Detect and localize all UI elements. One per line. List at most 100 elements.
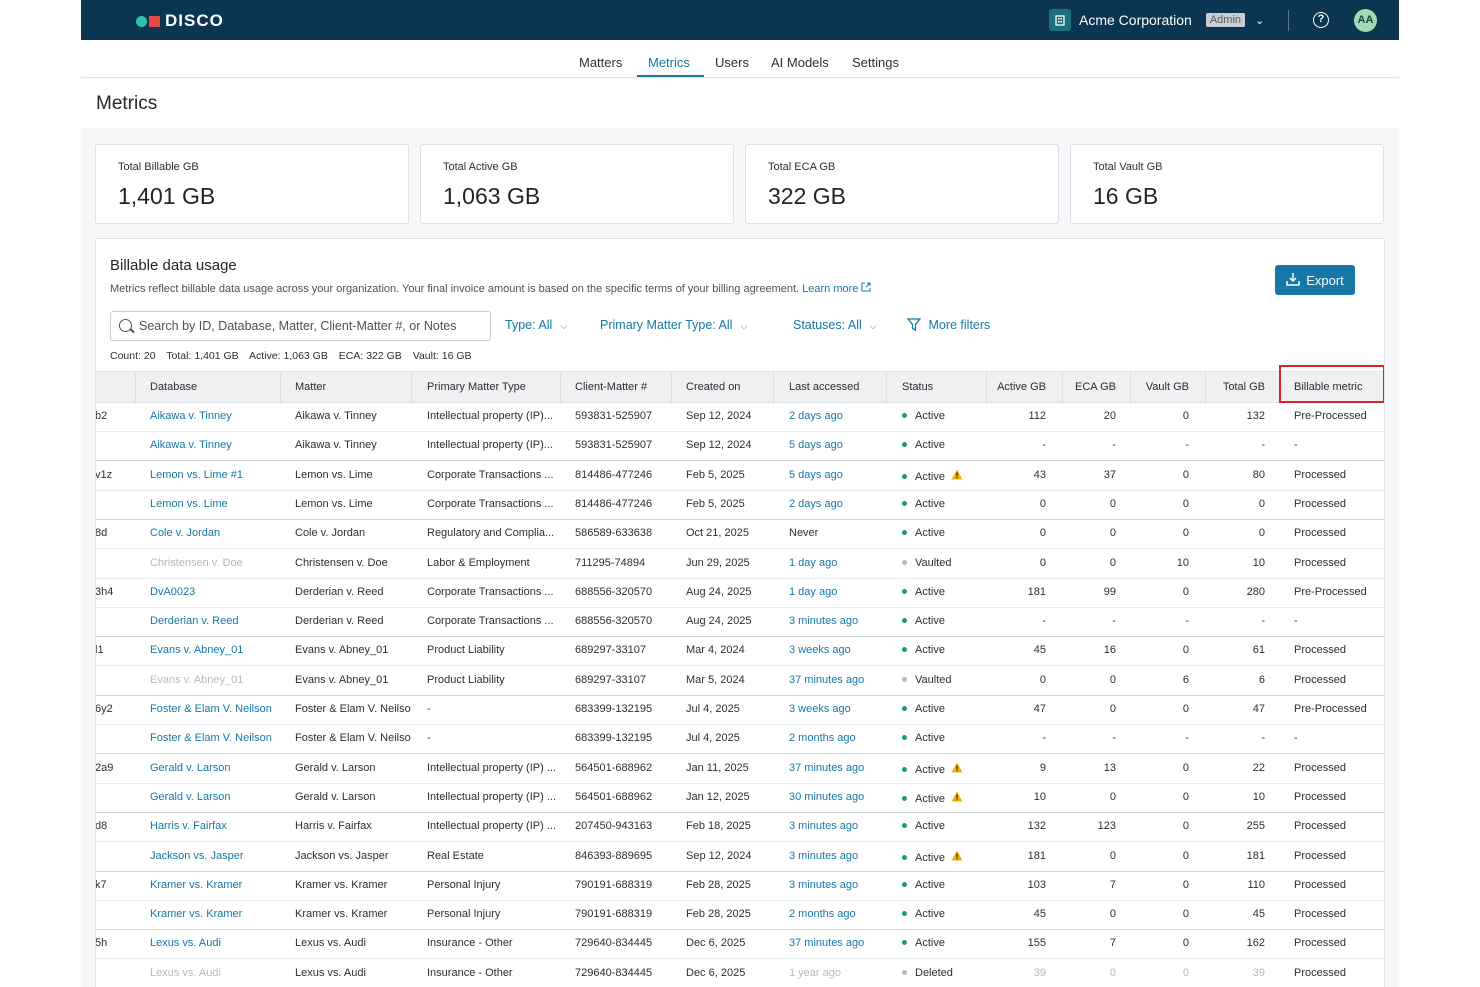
column-header[interactable]: Total GB bbox=[1222, 381, 1265, 393]
last-accessed-link[interactable]: 3 weeks ago bbox=[789, 703, 851, 715]
database-link[interactable]: Evans v. Abney_01 bbox=[150, 644, 244, 657]
table-row[interactable]: Lemon vs. Lime Lemon vs. Lime Corporate Tr… bbox=[96, 491, 1384, 520]
avatar[interactable]: AA bbox=[1354, 9, 1377, 32]
column-divider[interactable] bbox=[280, 372, 281, 404]
warning-icon[interactable] bbox=[951, 791, 963, 805]
tab-ai-models[interactable]: AI Models bbox=[771, 55, 829, 70]
column-header[interactable]: Vault GB bbox=[1145, 381, 1189, 393]
column-header[interactable]: Primary Matter Type bbox=[427, 381, 526, 393]
column-header[interactable]: Client-Matter # bbox=[575, 381, 648, 393]
database-link[interactable]: Foster & Elam V. Neilson bbox=[150, 703, 272, 715]
column-divider[interactable] bbox=[886, 372, 887, 404]
last-accessed-link[interactable]: 3 minutes ago bbox=[789, 820, 859, 833]
disco-logo[interactable]: DISCO bbox=[136, 11, 224, 31]
column-divider[interactable] bbox=[560, 372, 561, 404]
last-accessed-link[interactable]: 3 weeks ago bbox=[789, 644, 851, 657]
last-accessed-link[interactable]: 37 minutes ago bbox=[789, 761, 865, 774]
table-row[interactable]: Jackson vs. Jasper Jackson vs. Jasper Real… bbox=[96, 843, 1384, 872]
table-row[interactable]: 5h Lexus vs. Audi Lexus vs. Audi Insurance … bbox=[96, 930, 1384, 960]
tab-settings[interactable]: Settings bbox=[852, 55, 899, 70]
column-divider[interactable] bbox=[1062, 372, 1063, 404]
column-header[interactable]: ECA GB bbox=[1075, 381, 1116, 393]
column-divider[interactable] bbox=[1130, 372, 1131, 404]
learn-more-link[interactable]: Learn more bbox=[802, 283, 859, 295]
last-accessed-link[interactable]: 2 months ago bbox=[789, 908, 856, 921]
database-link[interactable]: Foster & Elam V. Neilson bbox=[150, 732, 272, 745]
column-header[interactable]: Status bbox=[902, 381, 934, 393]
column-divider[interactable] bbox=[671, 372, 672, 404]
warning-icon[interactable] bbox=[951, 850, 963, 864]
column-header[interactable]: Last accessed bbox=[789, 381, 860, 393]
search-input[interactable] bbox=[139, 317, 484, 335]
last-accessed-link[interactable]: 37 minutes ago bbox=[789, 673, 865, 686]
table-row[interactable]: 3h4 DvA0023 Derderian v. Reed Corporate Tra… bbox=[96, 579, 1384, 608]
more-filters-button[interactable]: More filters bbox=[906, 318, 990, 332]
table-row[interactable]: Aikawa v. Tinney Aikawa v. Tinney Intellec… bbox=[96, 432, 1384, 462]
column-header[interactable]: Database bbox=[150, 381, 198, 393]
last-accessed-link[interactable]: 3 minutes ago bbox=[789, 878, 859, 891]
org-switcher[interactable]: Acme Corporation Admin ⌄ bbox=[1049, 9, 1264, 31]
column-divider[interactable] bbox=[135, 372, 136, 404]
table-row[interactable]: Gerald v. Larson Gerald v. Larson Intellec… bbox=[96, 784, 1384, 813]
column-header[interactable]: Active GB bbox=[997, 381, 1046, 393]
database-link[interactable]: Lexus vs. Audi bbox=[150, 937, 221, 950]
database-link[interactable]: Lemon vs. Lime bbox=[150, 497, 228, 510]
last-accessed-link[interactable]: 1 day ago bbox=[789, 585, 838, 598]
last-accessed-link[interactable]: 5 days ago bbox=[789, 468, 843, 481]
warning-icon[interactable] bbox=[951, 762, 963, 776]
search-field[interactable] bbox=[110, 311, 491, 341]
last-accessed-link[interactable]: 2 days ago bbox=[789, 410, 843, 422]
last-accessed-link[interactable]: 2 days ago bbox=[789, 497, 843, 510]
table-row[interactable]: Christensen v. Doe Christensen v. Doe Labo… bbox=[96, 550, 1384, 579]
matter-type-cell: Real Estate bbox=[427, 849, 484, 862]
table-row[interactable]: 2a9 Gerald v. Larson Gerald v. Larson Intel… bbox=[96, 755, 1384, 784]
column-header[interactable]: Created on bbox=[686, 381, 741, 393]
column-divider[interactable] bbox=[773, 372, 774, 404]
table-row[interactable]: 8d Cole v. Jordan Cole v. Jordan Regulatory… bbox=[96, 520, 1384, 550]
primary-matter-type-filter[interactable]: Primary Matter Type: All ⌵ bbox=[600, 318, 747, 332]
table-row[interactable]: Evans v. Abney_01 Evans v. Abney_01 Produc… bbox=[96, 667, 1384, 696]
last-accessed-link[interactable]: 3 minutes ago bbox=[789, 849, 859, 862]
database-link[interactable]: Derderian v. Reed bbox=[150, 615, 239, 628]
table-row[interactable]: k7 Kramer vs. Kramer Kramer vs. Kramer Pers… bbox=[96, 872, 1384, 901]
database-link[interactable]: Kramer vs. Kramer bbox=[150, 908, 243, 921]
database-link[interactable]: Gerald v. Larson bbox=[150, 761, 231, 774]
column-header[interactable]: Matter bbox=[295, 381, 327, 393]
tab-metrics[interactable]: Metrics bbox=[648, 55, 690, 70]
database-link[interactable]: Aikawa v. Tinney bbox=[150, 439, 232, 452]
warning-icon[interactable] bbox=[951, 469, 963, 483]
table-row[interactable]: d8 Harris v. Fairfax Harris v. Fairfax Inte… bbox=[96, 813, 1384, 843]
table-row[interactable]: Lexus vs. Audi Lexus vs. Audi Insurance - … bbox=[96, 960, 1384, 987]
column-divider[interactable] bbox=[986, 372, 987, 404]
last-accessed-link[interactable]: 30 minutes ago bbox=[789, 790, 865, 803]
last-accessed-link[interactable]: 3 minutes ago bbox=[789, 615, 859, 628]
table-row[interactable]: 6y2 Foster & Elam V. Neilson Foster & Elam… bbox=[96, 696, 1384, 725]
database-link[interactable]: DvA0023 bbox=[150, 585, 196, 598]
column-divider[interactable] bbox=[1205, 372, 1206, 404]
column-divider[interactable] bbox=[411, 372, 412, 404]
last-accessed-link[interactable]: 2 months ago bbox=[789, 732, 856, 745]
table-row[interactable]: l1 Evans v. Abney_01 Evans v. Abney_01 Prod… bbox=[96, 637, 1384, 667]
tab-users[interactable]: Users bbox=[715, 55, 749, 70]
database-link[interactable]: Aikawa v. Tinney bbox=[150, 410, 232, 422]
database-link[interactable]: Lemon vs. Lime #1 bbox=[150, 468, 243, 481]
type-filter[interactable]: Type: All ⌵ bbox=[505, 318, 567, 332]
last-accessed-link[interactable]: 1 day ago bbox=[789, 556, 838, 569]
tab-matters[interactable]: Matters bbox=[579, 55, 623, 70]
table-row[interactable]: Derderian v. Reed Derderian v. Reed Corpor… bbox=[96, 608, 1384, 638]
database-link[interactable]: Gerald v. Larson bbox=[150, 790, 231, 803]
table-row[interactable]: v1z Lemon vs. Lime #1 Lemon vs. Lime Corpor… bbox=[96, 462, 1384, 491]
last-accessed-link[interactable]: 5 days ago bbox=[789, 439, 843, 452]
table-row[interactable]: b2 Aikawa v. Tinney Aikawa v. Tinney Intell… bbox=[96, 403, 1384, 432]
export-button[interactable]: Export bbox=[1275, 265, 1355, 295]
table-row[interactable]: Foster & Elam V. Neilson Foster & Elam V.… bbox=[96, 725, 1384, 755]
column-header[interactable]: Billable metric bbox=[1294, 381, 1363, 393]
database-link[interactable]: Harris v. Fairfax bbox=[150, 820, 227, 833]
database-link[interactable]: Kramer vs. Kramer bbox=[150, 878, 243, 891]
database-link[interactable]: Cole v. Jordan bbox=[150, 527, 221, 540]
statuses-filter[interactable]: Statuses: All ⌵ bbox=[793, 318, 877, 332]
table-row[interactable]: Kramer vs. Kramer Kramer vs. Kramer Person… bbox=[96, 901, 1384, 931]
last-accessed-link[interactable]: 37 minutes ago bbox=[789, 937, 865, 950]
help-icon[interactable]: ? bbox=[1313, 12, 1329, 28]
database-link[interactable]: Jackson vs. Jasper bbox=[150, 849, 244, 862]
